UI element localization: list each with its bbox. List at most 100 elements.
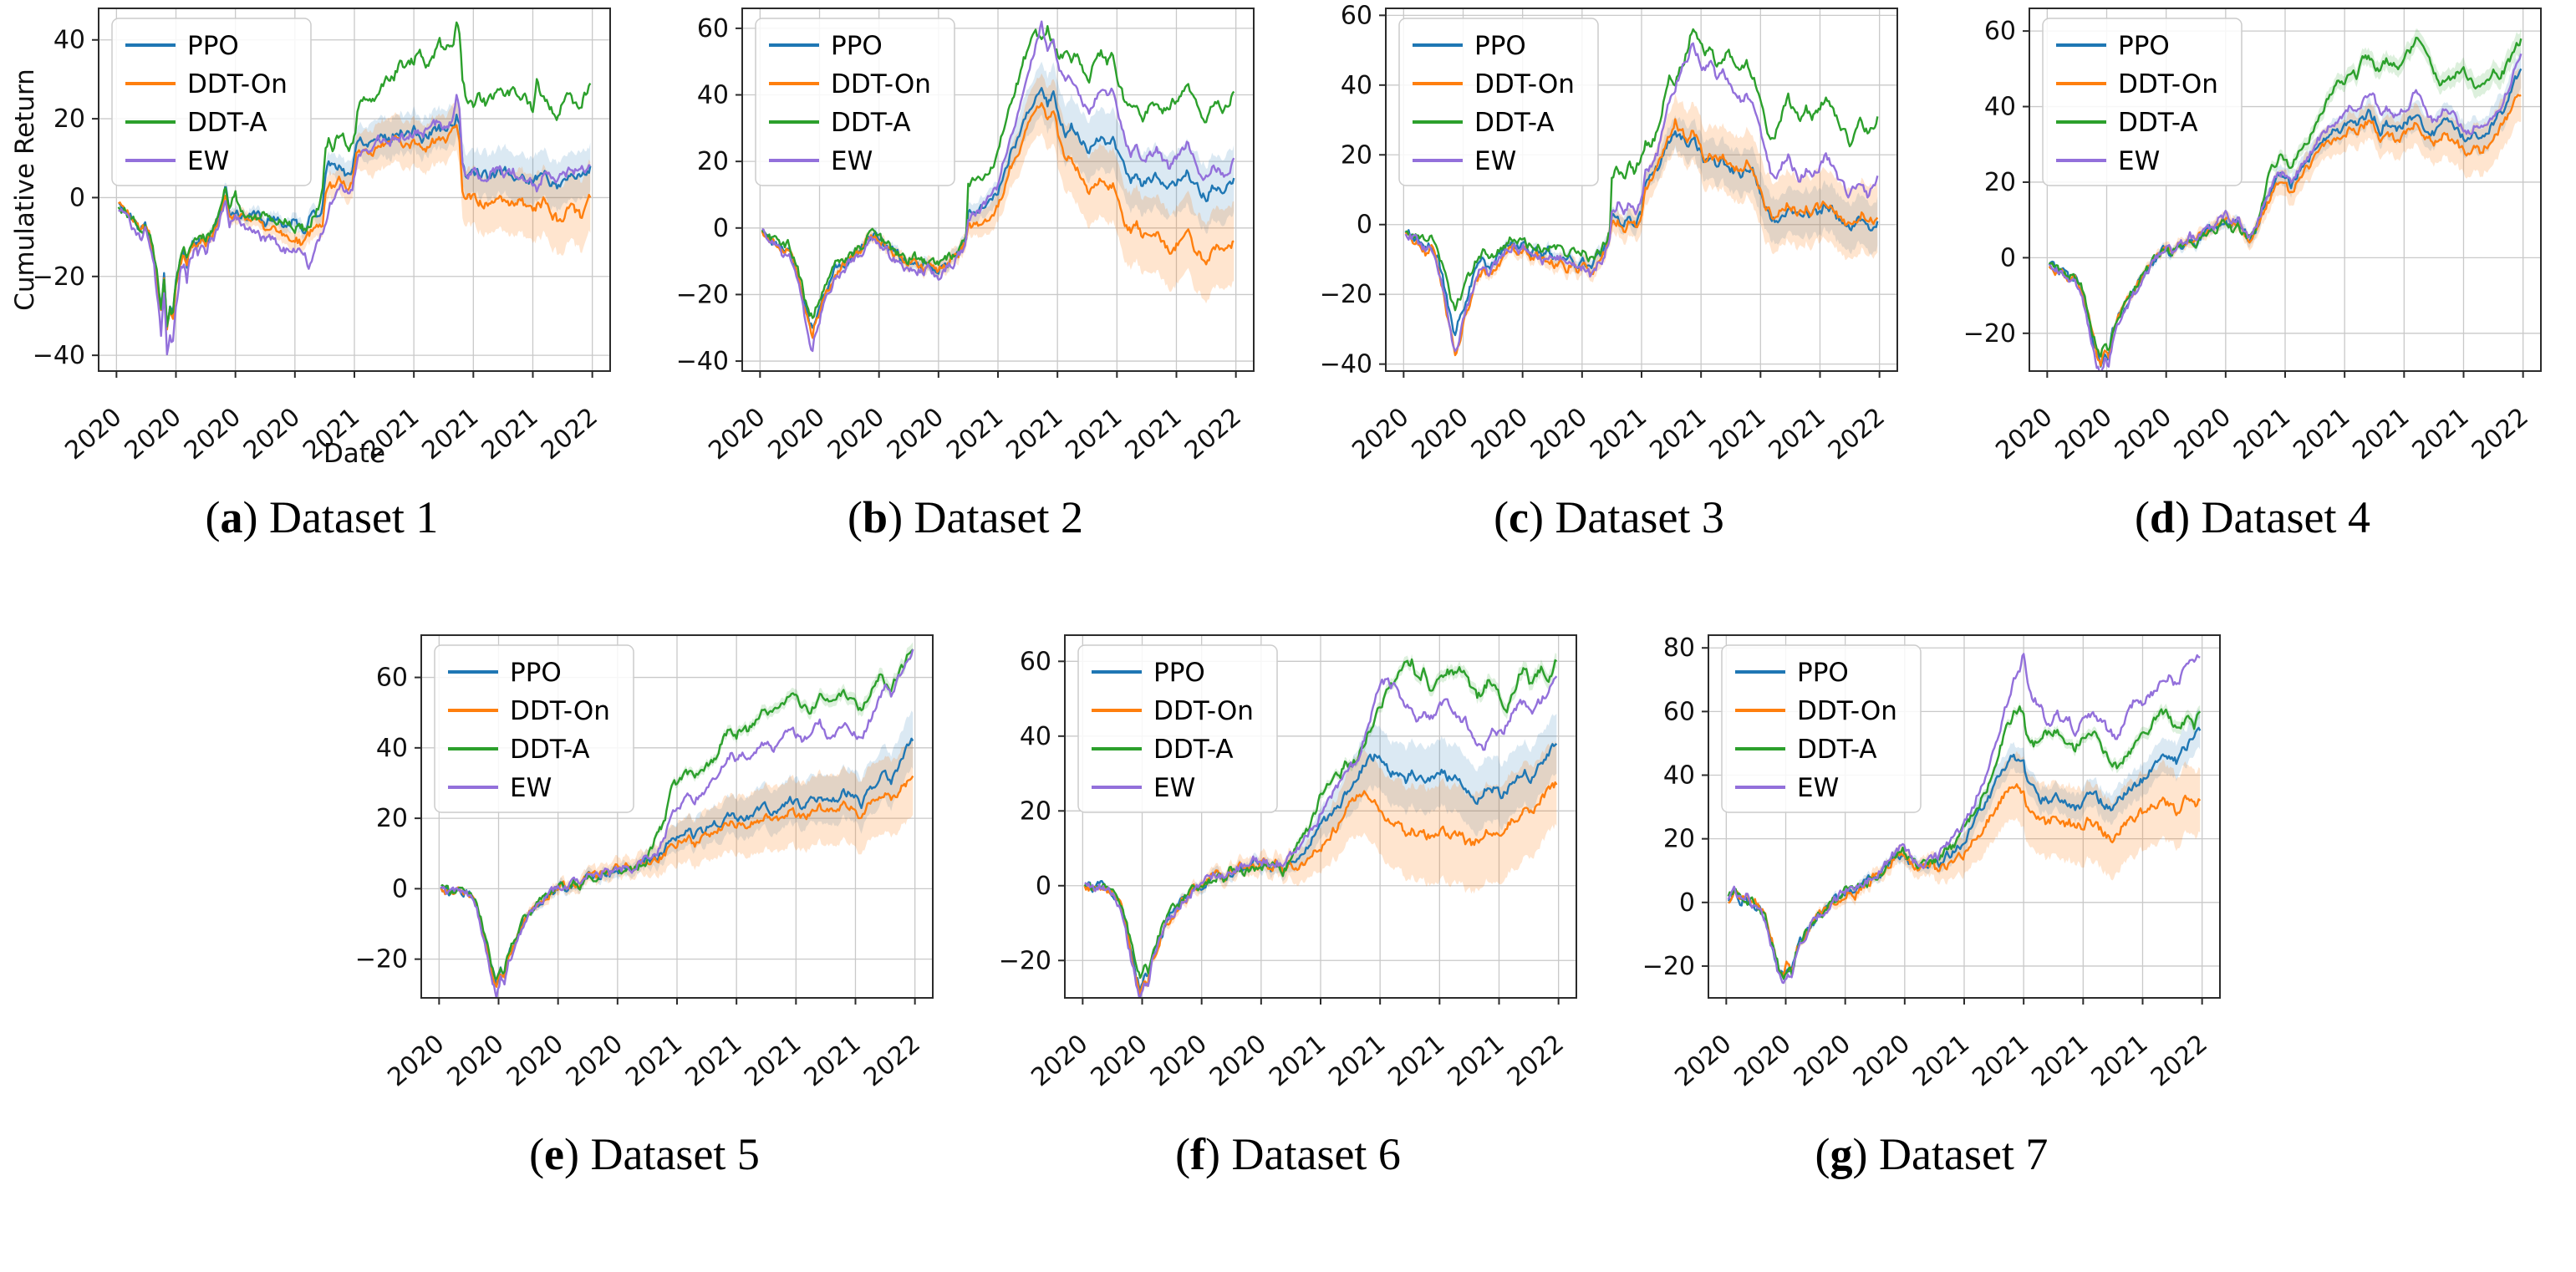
chart-canvas: 6040200−20202020202020202020212021202120…	[1963, 8, 2542, 466]
svg-text:−40: −40	[1320, 350, 1372, 379]
line-DDT-A	[440, 649, 914, 980]
svg-text:20: 20	[376, 804, 408, 833]
svg-text:2021: 2021	[1264, 1029, 1331, 1092]
svg-text:2022: 2022	[2146, 1029, 2213, 1092]
svg-text:2021: 2021	[1323, 1029, 1391, 1092]
svg-text:2022: 2022	[2467, 402, 2534, 466]
legend-label-DDT-On: DDT-On	[1474, 69, 1575, 99]
svg-text:−40: −40	[33, 341, 85, 370]
caption-letter: f	[1190, 1129, 1206, 1179]
y-tick-labels: 60 40 20 0 −20	[355, 664, 408, 974]
legend-label-PPO: PPO	[1474, 31, 1526, 61]
svg-text:2020: 2020	[1407, 402, 1474, 466]
svg-text:−20: −20	[33, 262, 85, 292]
legend-label-DDT-A: DDT-A	[510, 735, 590, 765]
svg-text:2020: 2020	[1669, 1029, 1737, 1092]
line-EW	[2048, 53, 2523, 371]
svg-text:2020: 2020	[822, 402, 890, 466]
chart-canvas: 6040200−20202020202020202020212021202120…	[999, 634, 1577, 1092]
svg-text:2021: 2021	[1703, 402, 1771, 466]
svg-text:0: 0	[1679, 888, 1695, 918]
svg-text:40: 40	[53, 26, 85, 55]
svg-text:2020: 2020	[882, 402, 949, 466]
svg-text:2021: 2021	[799, 1029, 867, 1092]
legend-label-DDT-On: DDT-On	[1797, 696, 1897, 726]
svg-text:−20: −20	[676, 280, 729, 309]
svg-text:40: 40	[1341, 71, 1372, 100]
svg-text:2020: 2020	[1525, 402, 1593, 466]
chart-canvas: 6040200−20202020202020202020212021202120…	[355, 634, 934, 1092]
svg-text:2020: 2020	[1026, 1029, 1093, 1092]
svg-text:2020: 2020	[1204, 1029, 1272, 1092]
caption-dataset-5: (e) Dataset 5	[529, 1129, 760, 1179]
series-lines	[1083, 658, 1558, 998]
line-EW	[761, 20, 1235, 353]
svg-text:20: 20	[1663, 825, 1695, 854]
band-PPO	[118, 94, 591, 325]
legend-label-PPO: PPO	[831, 31, 883, 61]
svg-text:2022: 2022	[1179, 402, 1247, 466]
tick-marks	[415, 676, 916, 1005]
svg-text:20: 20	[1341, 140, 1372, 170]
tick-marks	[92, 38, 593, 378]
legend: PPO DDT-On DDT-A EW	[2042, 18, 2243, 186]
charts-row-top: 40 20 0 −20 −40 2020 2020 2020 2020 2021 2021 2021 2…	[0, 0, 2576, 468]
svg-text:2020: 2020	[1990, 402, 2058, 466]
svg-text:2022: 2022	[1823, 402, 1891, 466]
legend-label-EW: EW	[1153, 773, 1195, 803]
svg-text:2020: 2020	[2110, 402, 2177, 466]
svg-text:60: 60	[376, 664, 408, 693]
legend-label-PPO: PPO	[187, 31, 239, 61]
legend-label-EW: EW	[831, 146, 873, 176]
caption-title: Dataset 2	[914, 492, 1083, 542]
svg-text:2021: 2021	[1907, 1029, 1975, 1092]
band-PPO	[1084, 714, 1557, 992]
svg-text:−20: −20	[999, 946, 1051, 975]
svg-text:20: 20	[53, 104, 85, 134]
svg-text:40: 40	[1984, 93, 2016, 122]
legend-label-DDT-A: DDT-A	[2118, 108, 2198, 138]
svg-text:2021: 2021	[739, 1029, 807, 1092]
svg-text:0: 0	[1036, 872, 1051, 901]
y-tick-labels: 60 40 20 0 −20 −40	[1320, 1, 1372, 379]
line-EW	[440, 649, 914, 998]
svg-text:2020: 2020	[1086, 1029, 1153, 1092]
caption-title: Dataset 5	[590, 1129, 760, 1179]
svg-text:0: 0	[69, 183, 85, 212]
legend-label-DDT-A: DDT-A	[831, 108, 911, 138]
svg-text:2021: 2021	[1000, 402, 1068, 466]
legend-label-EW: EW	[510, 773, 552, 803]
svg-text:2021: 2021	[941, 402, 1009, 466]
legend: PPO DDT-On DDT-A EW	[434, 644, 634, 813]
line-EW	[1727, 653, 2201, 985]
svg-text:−20: −20	[355, 945, 408, 974]
line-DDT-A	[1405, 28, 1879, 312]
chart-cell-dataset-4: 60 40 20 0 −20 2020 2020 2020 2020 2021 2021 2021 20…	[1931, 0, 2574, 468]
caption-letter: a	[220, 492, 243, 542]
chart-canvas: 40200−20−4020202020202020202021202120212…	[12, 8, 611, 468]
legend-label-EW: EW	[1474, 146, 1516, 176]
line-DDT-A	[117, 21, 592, 328]
svg-text:2021: 2021	[2228, 402, 2296, 466]
legend: PPO DDT-On DDT-A EW	[1077, 644, 1278, 813]
series-lines	[2048, 36, 2523, 371]
svg-text:2021: 2021	[2407, 402, 2475, 466]
line-EW	[118, 94, 591, 356]
svg-text:60: 60	[1341, 1, 1372, 30]
line-DDT-A	[761, 25, 1235, 319]
chart-dataset-2: 60 40 20 0 −20 −40 2020 2020 2020 2020 2021 2021 202…	[655, 0, 1274, 468]
y-tick-labels: 60 40 20 0 −20	[999, 647, 1051, 975]
svg-text:40: 40	[1020, 722, 1051, 751]
legend: PPO DDT-On DDT-A EW	[111, 18, 312, 186]
legend-label-DDT-On: DDT-On	[2118, 69, 2218, 99]
legend-label-EW: EW	[187, 146, 229, 176]
legend-label-DDT-A: DDT-A	[1474, 108, 1555, 138]
caption-title: Dataset 7	[1879, 1129, 2049, 1179]
legend-label-PPO: PPO	[1153, 658, 1205, 688]
svg-text:−20: −20	[1320, 280, 1372, 309]
svg-text:0: 0	[392, 874, 408, 903]
